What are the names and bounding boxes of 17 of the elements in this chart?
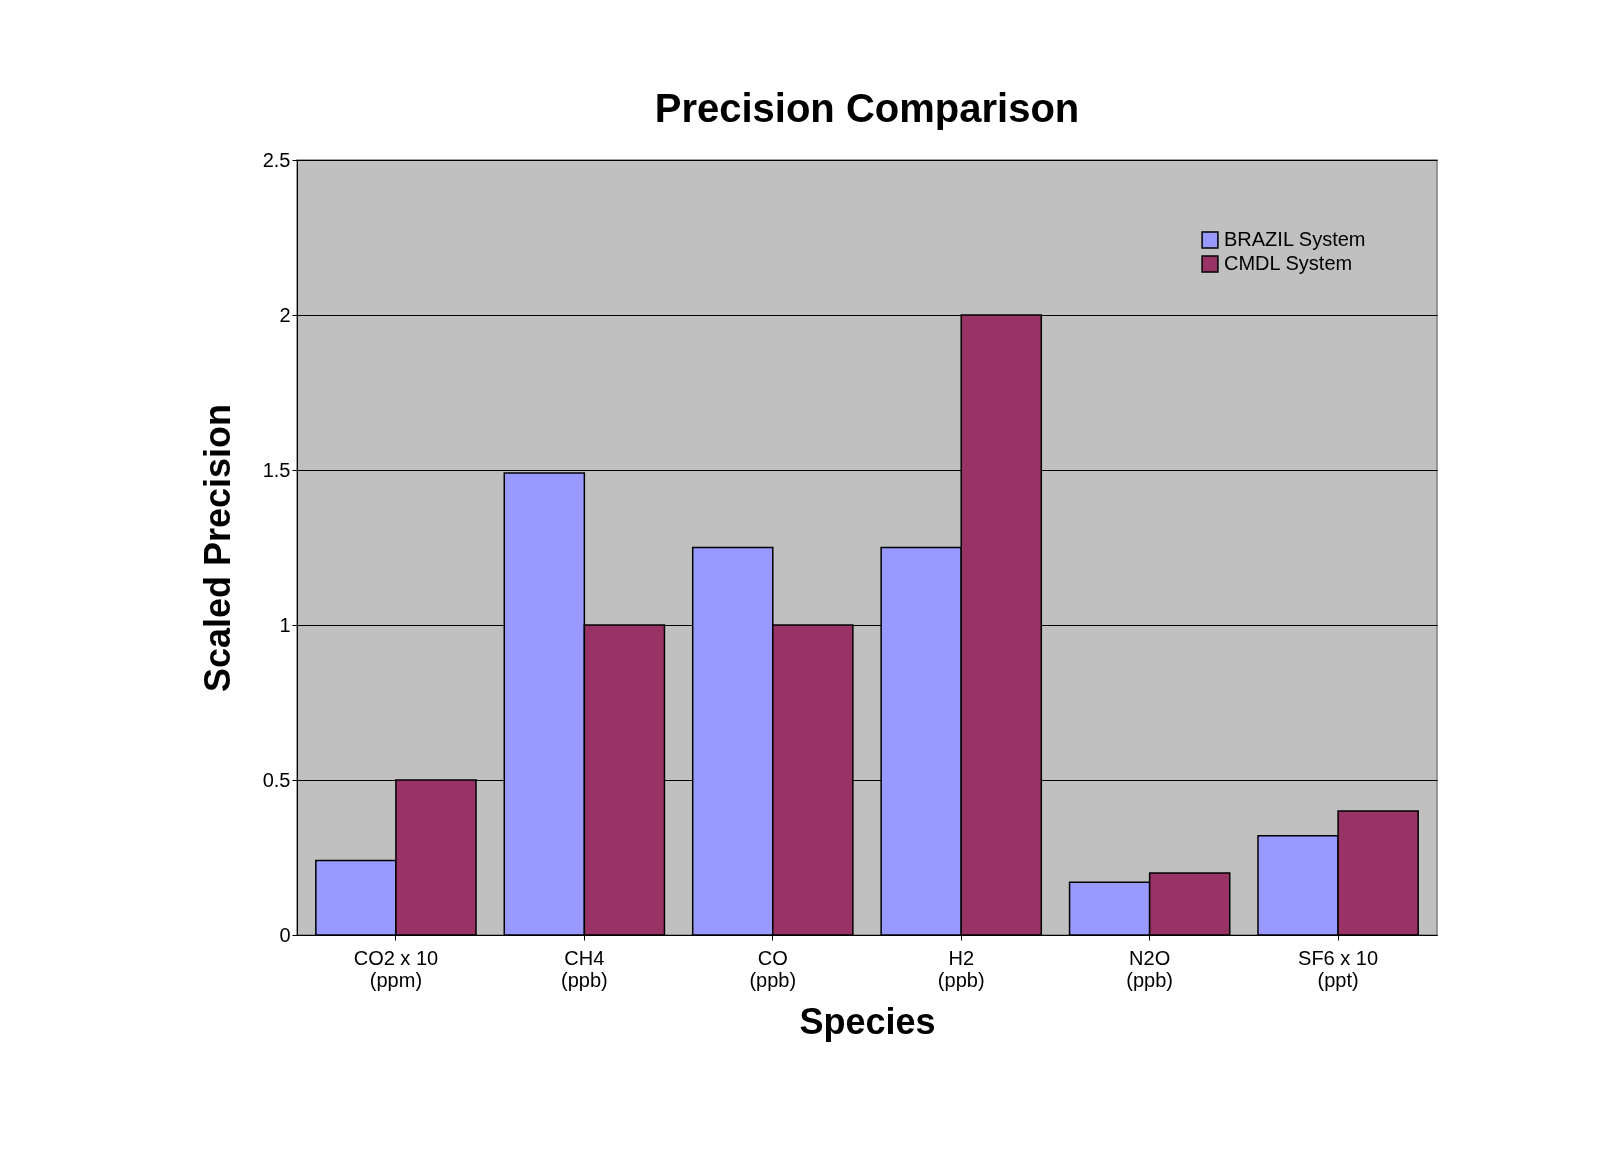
y-tick-label: 1.5 bbox=[262, 458, 291, 481]
x-tick-label: H2 (ppb) bbox=[937, 946, 985, 991]
y-tick-label: 0 bbox=[279, 923, 291, 946]
y-tick-label: 2 bbox=[279, 303, 291, 326]
x-tick-label: CO2 x 10 (ppm) bbox=[353, 946, 439, 991]
legend-label: CMDL System bbox=[1224, 252, 1353, 274]
x-tick-label: SF6 x 10 (ppt) bbox=[1298, 946, 1379, 991]
chart-title: Precision Comparison bbox=[654, 86, 1080, 130]
x-tick-label: N2O (ppb) bbox=[1126, 946, 1173, 991]
y-tick-label: 0.5 bbox=[262, 768, 291, 791]
legend-label: BRAZIL System bbox=[1224, 228, 1366, 250]
y-tick-label: 2.5 bbox=[262, 148, 291, 171]
y-tick-label: 1 bbox=[279, 613, 291, 636]
x-tick-label: CH4 (ppb) bbox=[561, 946, 608, 991]
x-axis-title: Species bbox=[799, 1000, 936, 1042]
y-axis-title: Scaled Precision bbox=[196, 403, 238, 693]
x-tick-label: CO (ppb) bbox=[749, 946, 797, 991]
